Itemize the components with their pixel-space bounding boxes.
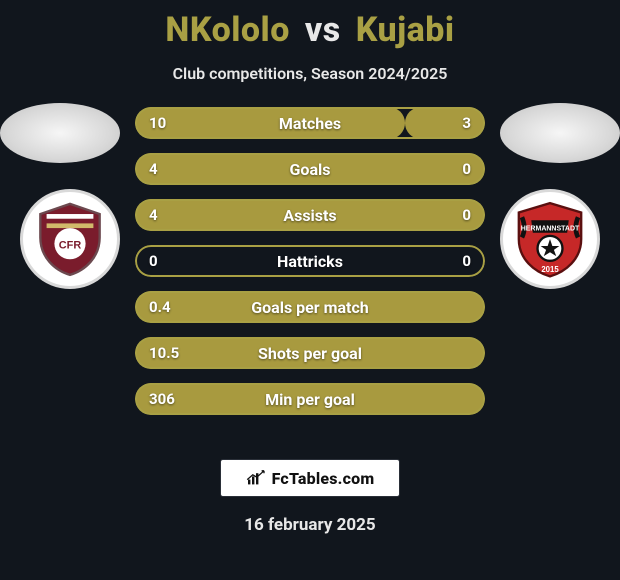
player1-name: NKololo [165, 10, 290, 50]
watermark: FcTables.com [220, 459, 400, 497]
bar-fill-left [135, 107, 405, 139]
stat-bar: Shots per goal10.5 [135, 337, 485, 369]
bar-value-right: 0 [448, 245, 485, 277]
stat-bar: Goals40 [135, 153, 485, 185]
bar-fill-right [405, 107, 486, 139]
vs-text: vs [305, 10, 341, 50]
page-title: NKololo vs Kujabi [0, 0, 620, 50]
bar-fill-left [135, 337, 485, 369]
stat-bar: Assists40 [135, 199, 485, 231]
chart-icon [246, 470, 266, 486]
stat-bar: Matches103 [135, 107, 485, 139]
comparison-content: CFR HERMANNSTADT 2015 Matches103 Goals40 A… [0, 107, 620, 447]
player2-crest: HERMANNSTADT 2015 [500, 189, 600, 289]
bar-fill-left [135, 383, 485, 415]
watermark-text: FcTables.com [272, 469, 375, 488]
crest-left-icon: CFR [31, 200, 109, 278]
svg-text:HERMANNSTADT: HERMANNSTADT [521, 225, 580, 232]
player1-crest: CFR [20, 189, 120, 289]
stat-bar: Hattricks0 0 [135, 245, 485, 277]
svg-text:2015: 2015 [541, 265, 559, 274]
crest-right-icon: HERMANNSTADT 2015 [511, 200, 589, 278]
player2-photo [500, 103, 620, 163]
comparison-bars: Matches103 Goals40 Assists40 Hattricks0 0 Goa… [135, 107, 485, 429]
bar-fill-left [135, 153, 485, 185]
svg-text:CFR: CFR [59, 239, 82, 251]
bar-value-left: 0 [135, 245, 172, 277]
player1-photo [0, 103, 120, 163]
bar-fill-left [135, 199, 485, 231]
stat-bar: Goals per match0.4 [135, 291, 485, 323]
stat-bar: Min per goal306 [135, 383, 485, 415]
bar-fill-left [135, 291, 485, 323]
bar-label: Hattricks [135, 245, 485, 277]
bar-outline [135, 245, 485, 277]
subtitle: Club competitions, Season 2024/2025 [0, 64, 620, 83]
player2-name: Kujabi [356, 10, 455, 50]
date-text: 16 february 2025 [0, 515, 620, 535]
